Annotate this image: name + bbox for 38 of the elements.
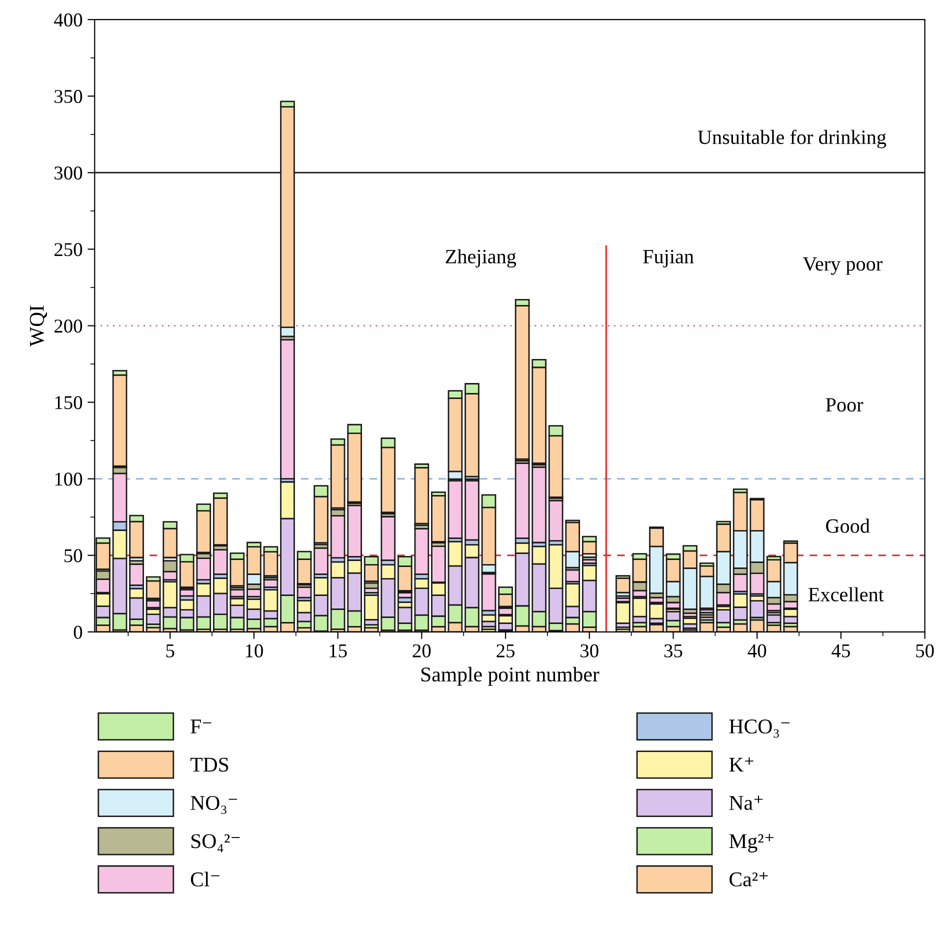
legend-label: Mg²⁺	[729, 834, 774, 852]
y-tick-label: 150	[55, 396, 82, 410]
x-tick-label: 10	[246, 644, 263, 658]
legend-label: F⁻	[190, 720, 212, 734]
y-tick-label: 250	[54, 243, 82, 256]
x-tick-label: 5	[166, 644, 174, 658]
y-tick-label: 350	[54, 90, 82, 104]
annotation: Very poor	[802, 257, 882, 275]
y-tick-label: 200	[54, 320, 82, 333]
annotation: Excellent	[808, 587, 884, 602]
annotation: Poor	[826, 398, 864, 412]
annotation: Good	[826, 518, 870, 533]
x-tick-label: 45	[832, 644, 850, 658]
x-tick-label: 40	[748, 644, 766, 658]
annotation: Unsuitable for drinking	[698, 130, 886, 148]
x-axis-title: Sample point number	[421, 666, 600, 686]
x-tick-label: 50	[916, 644, 934, 658]
x-tick-label: 25	[496, 644, 514, 658]
legend-label: TDS	[190, 758, 228, 772]
x-tick-label: 20	[412, 644, 431, 658]
annotation: Zhejiang	[446, 249, 516, 268]
y-tick-label: 400	[54, 13, 82, 27]
x-tick-label: 30	[580, 644, 598, 658]
legend-label: Cl⁻	[190, 872, 220, 886]
legend-label: SO₄²⁻	[191, 834, 240, 852]
legend-label: NO₃⁻	[190, 796, 238, 814]
x-tick-label: 15	[330, 644, 347, 658]
legend-label: K⁺	[729, 757, 754, 772]
y-tick-label: 300	[54, 166, 82, 180]
annotation: Fujian	[643, 250, 694, 268]
legend-label: Ca²⁺	[730, 872, 768, 886]
y-tick-label: 0	[74, 626, 82, 639]
y-tick-label: 100	[55, 472, 82, 486]
legend-label: Na⁺	[729, 796, 763, 810]
y-axis-title: WQI	[30, 306, 48, 347]
y-tick-label: 50	[64, 549, 82, 562]
legend-label: HCO₃⁻	[729, 720, 790, 738]
x-tick-label: 35	[664, 644, 682, 658]
